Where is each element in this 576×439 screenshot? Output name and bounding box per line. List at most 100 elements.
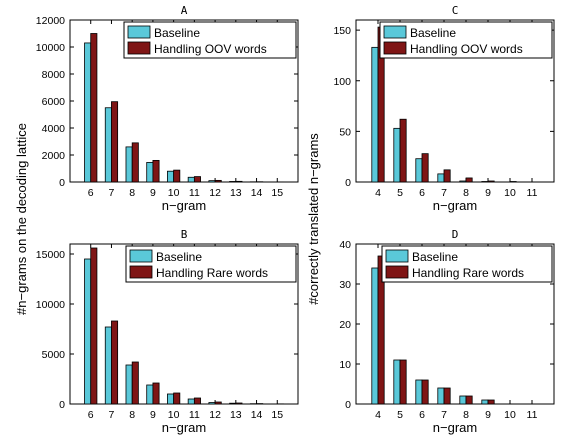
x-tick-label: 11 bbox=[189, 187, 200, 199]
y-tick-label: 6000 bbox=[42, 96, 66, 108]
bar-variant-7 bbox=[111, 101, 119, 183]
y-tick-label: 4000 bbox=[42, 123, 66, 135]
x-tick-label: 12 bbox=[209, 409, 221, 421]
chart-panel-b: B 0 5000 10000 15000 6 7 8 9 10 11 12 13 14 15 n−gram Ba… bbox=[36, 228, 299, 435]
x-tick-label: 10 bbox=[168, 409, 180, 421]
chart-panel-c: C 0 50 100 150 4 5 6 7 8 9 10 11 n−gram Baseline Handli… bbox=[333, 4, 555, 213]
bar-variant-6 bbox=[90, 247, 98, 405]
y-tick-label: 10000 bbox=[36, 299, 65, 311]
legend: Baseline Handling OOV words bbox=[123, 21, 297, 59]
x-tick-label: 13 bbox=[230, 187, 242, 199]
y-tick-label: 10 bbox=[339, 359, 351, 371]
x-tick-label: 9 bbox=[150, 409, 156, 421]
x-axis-label: n−gram bbox=[162, 198, 206, 213]
bar-baseline-13 bbox=[229, 181, 237, 183]
bar-variant-4 bbox=[377, 255, 385, 405]
bar-variant-10 bbox=[173, 169, 181, 183]
y-tick-label: 0 bbox=[345, 177, 351, 189]
bar-variant-8 bbox=[465, 177, 473, 183]
x-tick-label: 8 bbox=[129, 409, 135, 421]
bar-variant-8 bbox=[131, 142, 139, 183]
bar-variant-12 bbox=[214, 401, 222, 405]
bar-variant-7 bbox=[111, 320, 119, 405]
y-tick-label: 40 bbox=[339, 239, 351, 251]
legend-swatch-baseline bbox=[129, 249, 153, 263]
y-tick-label: 20 bbox=[339, 319, 351, 331]
x-axis-label: n−gram bbox=[433, 420, 477, 435]
bar-variant-13 bbox=[235, 180, 243, 183]
bar-variant-9 bbox=[152, 382, 160, 405]
bar-baseline-10 bbox=[167, 170, 175, 183]
x-tick-label: 5 bbox=[397, 409, 403, 421]
bar-baseline-12 bbox=[208, 402, 216, 405]
bar-baseline-6 bbox=[415, 379, 423, 405]
bar-baseline-9 bbox=[481, 181, 489, 183]
bar-baseline-11 bbox=[187, 176, 195, 183]
x-tick-label: 9 bbox=[150, 187, 156, 199]
bar-variant-9 bbox=[152, 159, 160, 183]
legend-label: Baseline bbox=[156, 250, 202, 264]
x-tick-label: 10 bbox=[504, 409, 516, 421]
legend-box bbox=[123, 21, 297, 59]
legend-label: Handling Rare words bbox=[156, 266, 268, 280]
legend-box bbox=[381, 245, 553, 283]
bar-baseline-7 bbox=[104, 326, 112, 405]
legend-label: Handling OOV words bbox=[154, 42, 267, 56]
plot-frame bbox=[355, 19, 555, 183]
y-tick-label: 5000 bbox=[42, 349, 66, 361]
x-tick-label: 7 bbox=[109, 187, 115, 199]
x-tick-label: 12 bbox=[209, 187, 221, 199]
y-tick-label: 8000 bbox=[42, 69, 66, 81]
legend-box bbox=[125, 245, 297, 283]
bar-variant-7 bbox=[443, 387, 451, 405]
bar-baseline-8 bbox=[459, 180, 467, 183]
bar-variant-11 bbox=[193, 176, 201, 183]
shared-y-label-right: #correctly translated n−grams bbox=[306, 133, 321, 305]
bar-variant-9 bbox=[487, 180, 495, 183]
y-tick-label: 10000 bbox=[36, 42, 65, 54]
x-axis-label: n−gram bbox=[433, 198, 477, 213]
bar-baseline-13 bbox=[229, 402, 237, 405]
bar-variant-11 bbox=[193, 397, 201, 405]
x-tick-label: 6 bbox=[419, 187, 425, 199]
bar-baseline-6 bbox=[84, 258, 92, 405]
y-tick-label: 12000 bbox=[36, 15, 65, 27]
legend-swatch-baseline bbox=[127, 25, 151, 39]
x-tick-label: 8 bbox=[463, 187, 469, 199]
y-tick-label: 30 bbox=[339, 279, 351, 291]
legend-label: Baseline bbox=[410, 26, 456, 40]
panel-title: B bbox=[181, 228, 188, 241]
x-tick-label: 11 bbox=[527, 187, 538, 199]
panel-title: A bbox=[181, 4, 188, 17]
legend-swatch-baseline bbox=[385, 249, 409, 263]
x-tick-label: 4 bbox=[375, 409, 381, 421]
x-axis-label: n−gram bbox=[162, 420, 206, 435]
bar-baseline-8 bbox=[125, 146, 133, 183]
bar-variant-5 bbox=[399, 118, 407, 183]
bar-baseline-8 bbox=[125, 364, 133, 405]
x-tick-label: 7 bbox=[109, 409, 115, 421]
legend: Baseline Handling Rare words bbox=[381, 245, 553, 283]
x-tick-label: 10 bbox=[504, 187, 516, 199]
legend-swatch-variant bbox=[383, 41, 407, 55]
x-tick-label: 11 bbox=[189, 409, 200, 421]
chart-panel-a: A 0 2000 4000 6000 8000 10000 12000 6 7 8 9 10 11 12 13… bbox=[36, 4, 299, 213]
panel-title: D bbox=[452, 228, 459, 241]
bar-variant-10 bbox=[173, 392, 181, 405]
bar-variant-9 bbox=[487, 399, 495, 405]
bar-baseline-4 bbox=[371, 46, 379, 183]
legend: Baseline Handling Rare words bbox=[125, 245, 297, 283]
x-tick-label: 8 bbox=[129, 187, 135, 199]
bar-baseline-6 bbox=[415, 158, 423, 183]
bar-variant-6 bbox=[421, 153, 429, 183]
legend-label: Baseline bbox=[412, 250, 458, 264]
legend-box bbox=[379, 21, 553, 59]
y-tick-label: 0 bbox=[59, 177, 65, 189]
bar-baseline-6 bbox=[84, 42, 92, 183]
x-tick-label: 5 bbox=[397, 187, 403, 199]
x-tick-label: 8 bbox=[463, 409, 469, 421]
chart-panel-d: D 0 10 20 30 40 4 5 6 7 8 9 10 11 n−gram Baseline Handli… bbox=[339, 228, 555, 435]
x-tick-label: 9 bbox=[485, 409, 491, 421]
x-tick-label: 6 bbox=[419, 409, 425, 421]
x-tick-label: 11 bbox=[527, 409, 538, 421]
